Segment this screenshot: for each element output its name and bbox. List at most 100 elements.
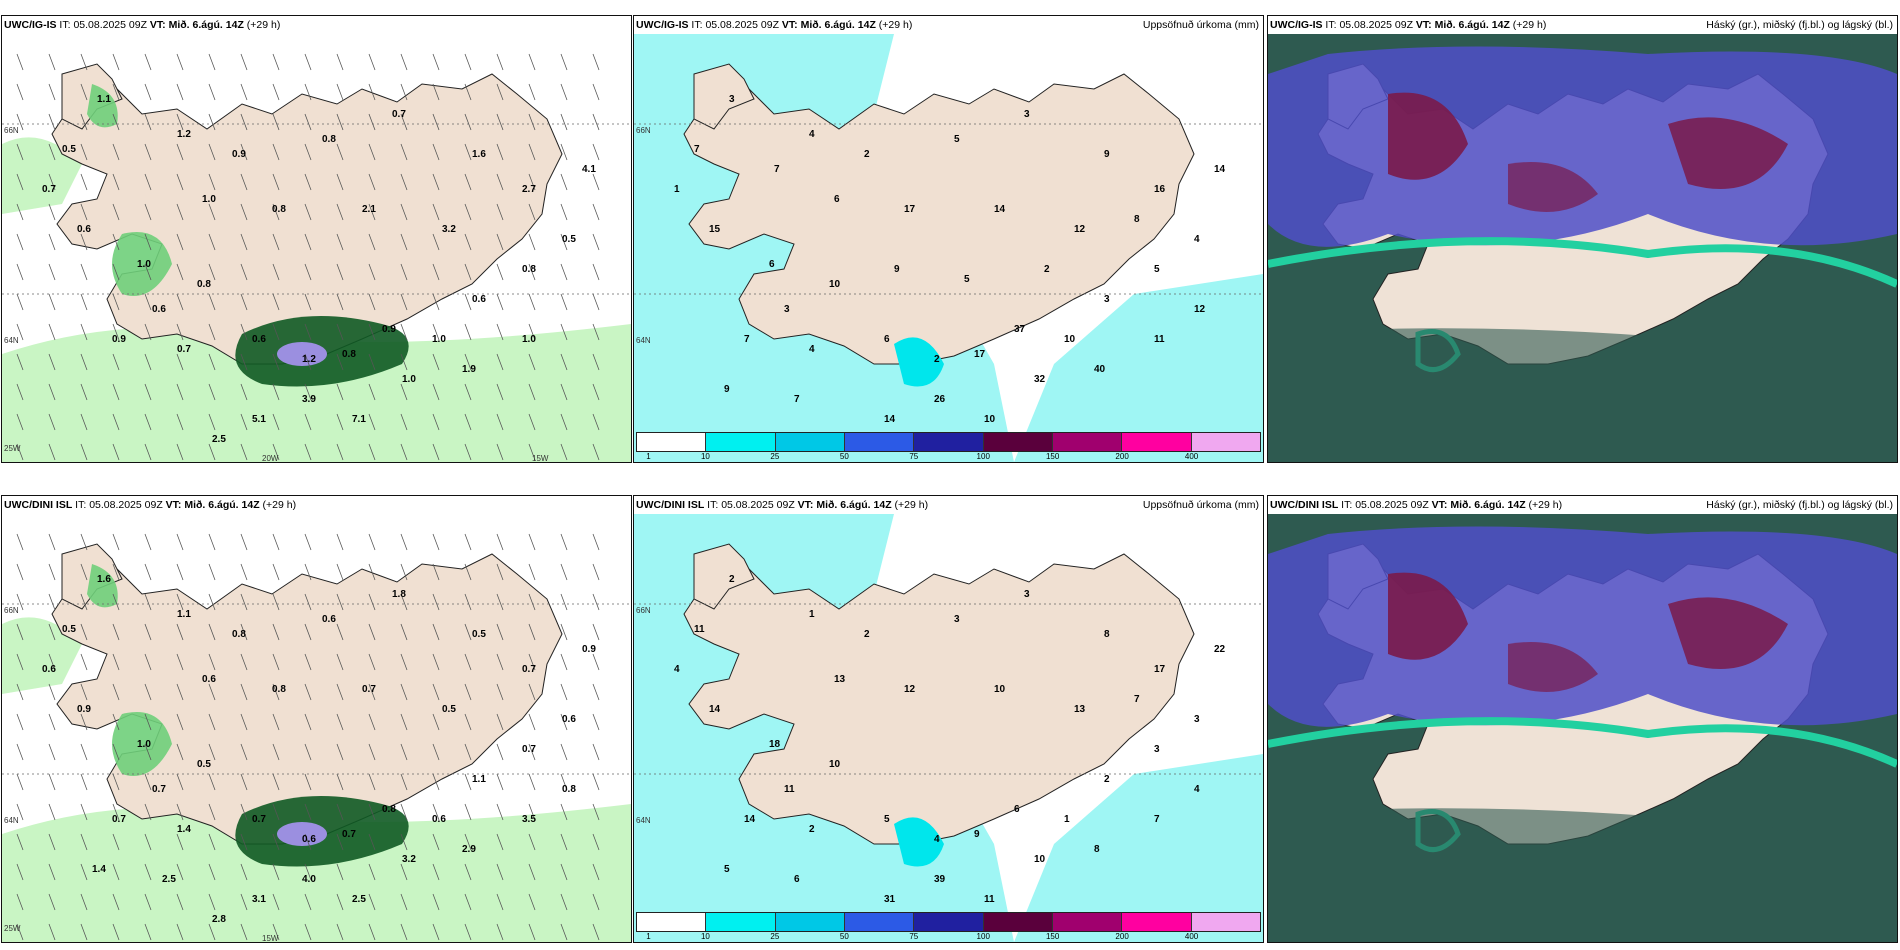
header-model: UWC/IG-IS [4, 19, 57, 31]
wind-barb [336, 593, 344, 611]
wind-barb [304, 653, 312, 671]
wind-barb [432, 263, 440, 281]
wind-barb [16, 263, 24, 281]
wind-barb [16, 83, 24, 101]
wind-barb [304, 683, 312, 701]
wind-barb [272, 323, 280, 341]
wind-barb [368, 443, 376, 461]
land-iceland [683, 73, 1195, 365]
wind-barb [240, 293, 248, 311]
colorbar-swatch [844, 433, 915, 451]
wind-barb [528, 683, 536, 701]
wind-barb [80, 593, 88, 611]
wind-barb [464, 173, 472, 191]
map-value-label: 5 [954, 134, 960, 145]
wind-barb [208, 803, 216, 821]
wind-barb [464, 323, 472, 341]
wind-barb [240, 563, 248, 581]
axis-label: 66N [636, 606, 651, 615]
axis-label: 66N [636, 126, 651, 135]
wind-barb [592, 443, 600, 461]
map-value-label: 9 [974, 829, 980, 840]
wind-barb [336, 863, 344, 881]
map-value-label: 2.1 [362, 204, 376, 215]
wind-barb [240, 113, 248, 131]
wind-barb [592, 203, 600, 221]
wind-barb [336, 773, 344, 791]
wind-barb [16, 623, 24, 641]
wind-barb [240, 893, 248, 911]
wind-barb [400, 413, 408, 431]
wind-barb [368, 83, 376, 101]
colorbar-tick-label: 25 [770, 452, 780, 461]
wind-barb [368, 833, 376, 851]
wind-barb [240, 443, 248, 461]
axis-label: 64N [4, 816, 19, 825]
map-value-label: 2 [1044, 264, 1050, 275]
wind-barb [560, 653, 568, 671]
wind-barb [560, 143, 568, 161]
header-vt: Mið. 6.ágú. 14Z [168, 19, 244, 31]
map-value-label: 1 [809, 609, 815, 620]
wind-barb [272, 113, 280, 131]
map-value-label: 11 [694, 624, 705, 635]
wind-barb [176, 113, 184, 131]
wind-barb [496, 263, 504, 281]
wind-barb [48, 113, 56, 131]
land-westfjords [693, 63, 755, 130]
colorbar-tick-label: 75 [909, 452, 919, 461]
wind-barb [528, 263, 536, 281]
wind-barb [368, 173, 376, 191]
map-canvas [1268, 514, 1897, 942]
wind-barb [144, 653, 152, 671]
low-cloud-edge [1268, 717, 1897, 768]
wind-barb [208, 143, 216, 161]
map-value-label: 3 [954, 614, 960, 625]
wind-barb [528, 533, 536, 551]
wind-barb [176, 923, 184, 941]
wind-barb [368, 893, 376, 911]
wind-barb [80, 293, 88, 311]
map-value-label: 5 [1154, 264, 1160, 275]
wind-barb [496, 623, 504, 641]
wind-barb [112, 143, 120, 161]
wind-barb [112, 413, 120, 431]
wind-barb [496, 893, 504, 911]
wind-barb [368, 653, 376, 671]
wind-barb [240, 173, 248, 191]
wind-barb [528, 413, 536, 431]
wind-barb [144, 233, 152, 251]
wind-barb [432, 833, 440, 851]
wind-barb [240, 263, 248, 281]
wind-barb [48, 593, 56, 611]
wind-barb [16, 443, 24, 461]
panel-header: UWC/DINI ISL IT: 05.08.2025 09Z VT: Mið.… [1268, 496, 1897, 514]
wind-barb [560, 113, 568, 131]
wind-barb [112, 833, 120, 851]
accum-field [1014, 754, 1263, 942]
wind-barb [496, 653, 504, 671]
map-value-label: 7 [794, 394, 800, 405]
wind-barb [272, 443, 280, 461]
colorbar [636, 912, 1261, 932]
axis-label: 15W [262, 934, 279, 943]
wind-barb [208, 353, 216, 371]
wind-barb [464, 293, 472, 311]
panel-header: UWC/IG-IS IT: 05.08.2025 09Z VT: Mið. 6.… [1268, 16, 1897, 34]
wind-barb [368, 863, 376, 881]
map-value-label: 3 [729, 94, 735, 105]
panel-header: UWC/DINI ISL IT: 05.08.2025 09Z VT: Mið.… [2, 496, 631, 514]
wind-barb [112, 803, 120, 821]
wind-barb [80, 353, 88, 371]
map-value-label: 7 [694, 144, 700, 155]
wind-barb [528, 713, 536, 731]
map-value-label: 3.5 [522, 814, 536, 825]
wind-barb [304, 353, 312, 371]
map-value-label: 3 [784, 304, 790, 315]
wind-barb [176, 623, 184, 641]
map-panel-p5: UWC/DINI ISL IT: 05.08.2025 09Z VT: Mið.… [633, 495, 1264, 943]
wind-barb [368, 353, 376, 371]
map-value-label: 0.7 [152, 784, 166, 795]
header-lead: (+29 h) [1512, 19, 1547, 31]
wind-barb [16, 203, 24, 221]
